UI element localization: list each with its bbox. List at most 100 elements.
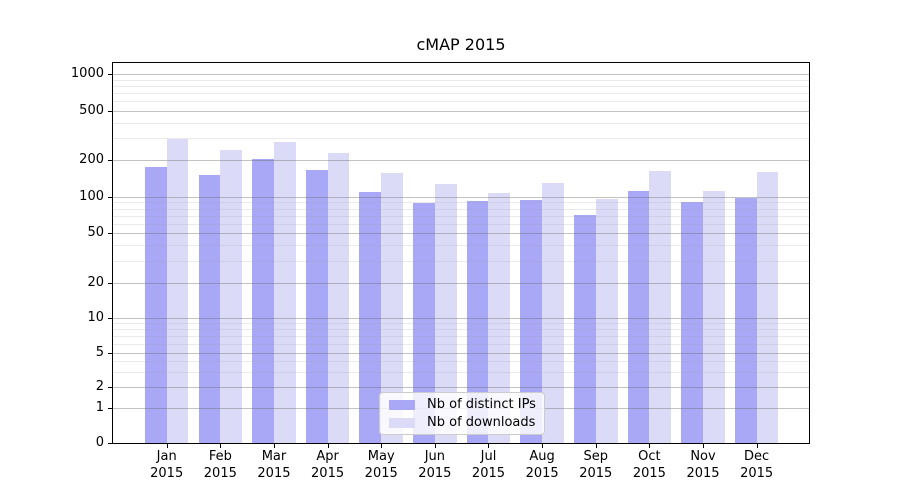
gridline-2 — [113, 387, 809, 388]
chart-title: cMAP 2015 — [416, 35, 506, 54]
y-tick-mark — [108, 233, 112, 234]
gridline-400 — [113, 122, 809, 124]
axis-spine-right — [809, 62, 810, 444]
y-tick-mark — [108, 283, 112, 284]
x-tick-label-jan: Jan 2015 — [150, 449, 184, 481]
bar-ips-mar — [252, 158, 274, 443]
gridline-8 — [113, 329, 809, 331]
bar-downloads-mar — [273, 141, 296, 443]
bar-downloads-aug — [542, 183, 564, 443]
x-tick-mark — [756, 444, 758, 448]
x-tick-label-feb: Feb 2015 — [203, 449, 237, 481]
y-tick-mark — [108, 387, 112, 388]
gridline-100 — [113, 197, 809, 198]
y-tick-mark — [108, 408, 112, 409]
gridline-90 — [113, 202, 809, 204]
gridline-50 — [113, 233, 809, 234]
y-tick-label-20: 20 — [87, 275, 104, 290]
axis-spine-top — [112, 62, 810, 63]
y-tick-label-100: 100 — [79, 189, 104, 204]
y-tick-mark — [108, 74, 112, 75]
bar-ips-jan — [144, 167, 167, 443]
y-tick-mark — [108, 318, 112, 319]
bar-downloads-sep — [595, 199, 618, 443]
bar-ips-aug — [520, 200, 543, 443]
gridline-200 — [113, 160, 809, 161]
bar-ips-apr — [305, 169, 328, 443]
x-tick-label-dec: Dec 2015 — [740, 449, 774, 481]
x-tick-mark — [488, 444, 490, 448]
x-tick-label-may: May 2015 — [364, 449, 398, 481]
bar-downloads-feb — [220, 149, 243, 443]
legend-swatch-downloads — [389, 417, 415, 428]
x-tick-mark — [273, 444, 275, 448]
bar-ips-jul — [466, 201, 489, 443]
gridline-60 — [113, 223, 809, 225]
bar-ips-may — [359, 191, 382, 443]
x-tick-mark — [649, 444, 651, 448]
y-tick-mark — [108, 197, 112, 198]
y-tick-mark — [108, 443, 112, 444]
bar-ips-feb — [198, 174, 221, 443]
x-tick-mark — [542, 444, 544, 448]
y-tick-label-50: 50 — [87, 225, 104, 240]
gridline-5 — [113, 353, 809, 354]
x-tick-mark — [595, 444, 597, 448]
gridline-70 — [113, 215, 809, 217]
gridline-20 — [113, 283, 809, 284]
legend-item-downloads: Nb of downloads — [389, 415, 535, 430]
gridline-500 — [113, 111, 809, 112]
gridline-40 — [113, 245, 809, 247]
gridline-30 — [113, 260, 809, 262]
bar-ips-nov — [681, 201, 703, 443]
gridline-6 — [113, 343, 809, 345]
y-tick-mark — [108, 160, 112, 161]
gridline-800 — [113, 85, 809, 87]
y-tick-label-0: 0 — [95, 435, 104, 450]
x-tick-mark — [703, 444, 704, 448]
gridline-300 — [113, 138, 809, 140]
y-tick-label-10: 10 — [87, 310, 104, 325]
gridline-10 — [113, 318, 809, 319]
y-tick-label-2: 2 — [95, 379, 104, 394]
plot-area — [113, 62, 809, 443]
bar-ips-oct — [627, 190, 650, 443]
x-tick-mark — [434, 444, 436, 448]
x-tick-mark — [327, 444, 329, 448]
bar-downloads-jan — [166, 139, 189, 443]
bar-downloads-jun — [434, 184, 457, 443]
gridline-900 — [113, 79, 809, 81]
y-tick-mark — [108, 353, 112, 354]
x-tick-label-sep: Sep 2015 — [579, 449, 613, 481]
gridline-9 — [113, 323, 809, 325]
legend: Nb of distinct IPs Nb of downloads — [379, 392, 545, 435]
x-tick-label-mar: Mar 2015 — [257, 449, 291, 481]
y-tick-label-5: 5 — [95, 345, 104, 360]
gridline-700 — [113, 93, 809, 95]
gridline-7 — [113, 336, 809, 337]
x-tick-mark — [381, 444, 383, 448]
legend-label-distinct-ips: Nb of distinct IPs — [427, 397, 536, 412]
bar-downloads-may — [381, 172, 404, 443]
gridline-1000 — [113, 74, 809, 75]
bar-downloads-dec — [756, 171, 779, 443]
y-tick-label-1: 1 — [95, 400, 104, 415]
axis-spine-left — [112, 62, 113, 444]
x-tick-label-nov: Nov 2015 — [686, 449, 720, 481]
x-tick-label-jul: Jul 2015 — [471, 449, 506, 481]
bar-ips-sep — [573, 214, 596, 443]
bar-ips-dec — [734, 198, 757, 443]
x-tick-label-oct: Oct 2015 — [632, 449, 666, 481]
y-tick-label-1000: 1000 — [70, 66, 104, 81]
bar-downloads-nov — [703, 190, 725, 443]
gridline-600 — [113, 101, 809, 103]
bar-downloads-apr — [327, 153, 350, 443]
y-tick-label-500: 500 — [79, 103, 104, 118]
y-tick-mark — [108, 111, 112, 112]
y-tick-label-200: 200 — [79, 152, 104, 167]
legend-swatch-distinct-ips — [389, 399, 415, 410]
gridline-3 — [113, 371, 809, 373]
x-tick-label-apr: Apr 2015 — [311, 449, 345, 481]
bar-downloads-jul — [488, 192, 511, 443]
